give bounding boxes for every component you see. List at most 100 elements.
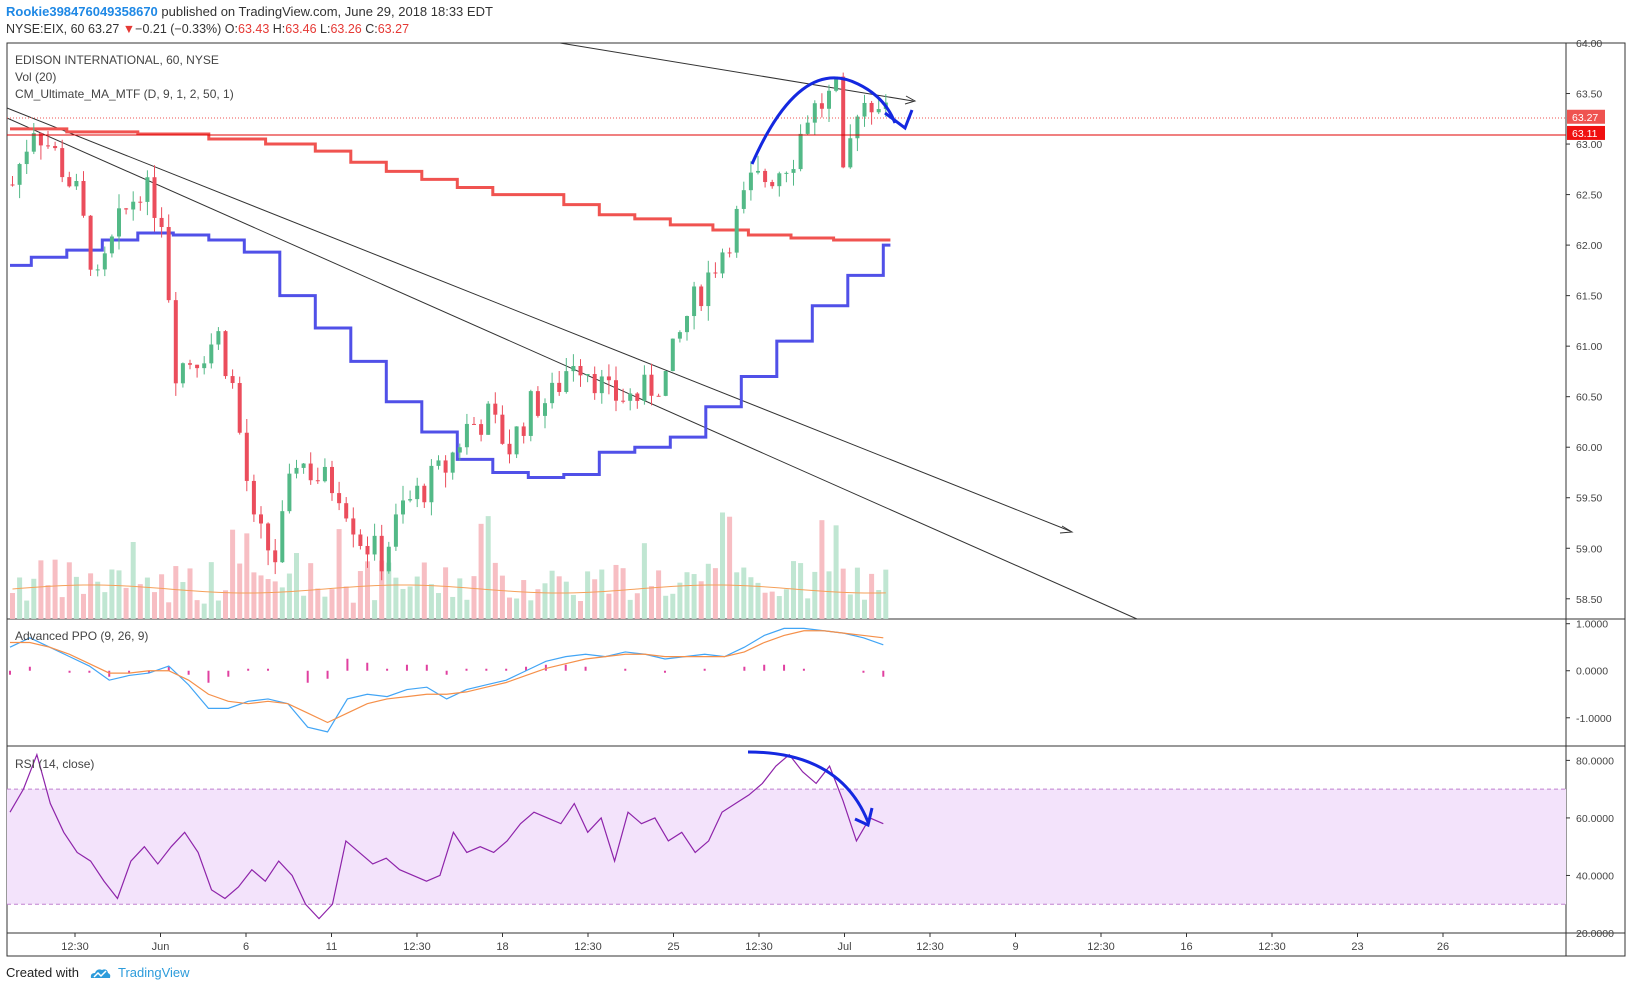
volume-bar (677, 582, 683, 619)
volume-bar (847, 594, 853, 619)
candle-body (102, 253, 107, 270)
time-tick-label: 25 (667, 941, 679, 953)
candle-body (322, 466, 327, 482)
ma-slow-line (10, 127, 891, 242)
candle-body (365, 545, 370, 555)
candle-body (88, 215, 93, 270)
down-arrow-icon: ▼ (122, 22, 136, 36)
candle-body (124, 208, 129, 210)
candle-body (479, 424, 484, 435)
candle-body (67, 177, 72, 187)
volume-bar (592, 579, 598, 619)
price-tick-label: 59.50 (1576, 493, 1602, 505)
candle-body (535, 391, 540, 416)
ppo-tick-label: 0.0000 (1576, 666, 1608, 678)
volume-bar (478, 523, 484, 619)
volume-bar (620, 568, 626, 619)
arc-annotation[interactable] (750, 76, 897, 165)
candle-body (81, 180, 86, 216)
rsi-tick-label: 40.0000 (1576, 870, 1614, 882)
volume-bar (507, 597, 512, 619)
ppo-signal-line (10, 630, 884, 724)
volume-bar (783, 589, 789, 619)
trendline-middle[interactable] (6, 107, 1071, 532)
candle-body (24, 151, 29, 165)
candle-body (756, 170, 760, 173)
volume-bar (24, 600, 30, 619)
author-link[interactable]: Rookie398476049358670 (6, 4, 158, 19)
volume-bar (542, 583, 548, 619)
price-tag-label: 63.11 (1572, 128, 1598, 140)
volume-bar (570, 594, 576, 619)
volume-bar (251, 572, 257, 619)
volume-bar (869, 573, 875, 619)
candle-body (188, 363, 192, 365)
volume-bar (471, 576, 477, 619)
volume-bar (578, 600, 583, 619)
price-axis[interactable]: 64.00 63.50 63.00 62.50 62.00 61.50 61.00 60.50… (1566, 38, 1605, 606)
symbol-info: NYSE:EIX, 60 63.27 ▼−0.21 (−0.33%) O:63.… (6, 22, 410, 36)
time-tick-label: Jul (837, 941, 851, 953)
candle-body (209, 344, 214, 364)
volume-bar (59, 597, 65, 619)
volume-bar (88, 573, 94, 619)
volume-bar (712, 568, 718, 619)
price-tick-label: 63.50 (1576, 89, 1602, 101)
candle-body (152, 177, 157, 218)
volume-bar (301, 595, 307, 619)
candle-body (869, 102, 874, 113)
candle-body (663, 371, 668, 396)
candle-body (180, 363, 185, 384)
volume-bar (499, 575, 505, 619)
candle-body (131, 201, 136, 210)
candle-body (763, 170, 768, 183)
volume-bar (144, 577, 150, 619)
volume-bar (691, 574, 697, 619)
volume-bar (31, 578, 37, 619)
candle-body (337, 493, 342, 504)
rsi-line (9, 752, 884, 920)
candle-body (415, 485, 420, 500)
rsi-arc-annotation[interactable] (747, 750, 870, 823)
trendline-arrowhead (1059, 525, 1074, 534)
volume-bar (343, 586, 349, 619)
candle-body (876, 109, 881, 113)
candle-body (294, 467, 299, 474)
volume-bar (812, 571, 818, 619)
volume-bar (656, 570, 662, 619)
candle-body (330, 466, 334, 494)
volume-bar (528, 600, 534, 619)
tradingview-link[interactable]: TradingView (118, 965, 190, 980)
chart-canvas[interactable]: 1.0000 0.0000 -1.0000 80.0000 60.0000 40.000… (0, 0, 1627, 960)
volume-bar (563, 581, 569, 619)
time-tick-label: Jun (152, 941, 170, 953)
candle-body (464, 423, 469, 448)
volume-bar (883, 569, 889, 619)
time-tick-label: 9 (1012, 941, 1018, 953)
candle-body (841, 76, 846, 168)
price-tick-label: 62.50 (1576, 190, 1602, 202)
candle-body (401, 500, 405, 515)
volume-bar (73, 576, 79, 619)
price-tick-label: 62.00 (1576, 240, 1602, 252)
volume-bar (606, 593, 612, 619)
rsi-arrowhead (854, 807, 874, 828)
volume-bar (443, 567, 449, 619)
candle-body (159, 217, 164, 228)
price-tick-label: 58.50 (1576, 594, 1602, 606)
volume-bar (414, 576, 420, 619)
ppo-tick-label: 1.0000 (1576, 619, 1608, 631)
trendline-upper[interactable] (559, 42, 914, 102)
volume-bar (258, 575, 264, 619)
annotations[interactable] (747, 76, 914, 828)
candle-body (315, 480, 320, 482)
price-tick-label: 60.00 (1576, 442, 1602, 454)
time-axis[interactable]: 12:30 Jun 6 11 12:30 18 12:30 25 12:30 Jul 12:30 9 1… (61, 933, 1449, 953)
volume-bar (336, 529, 342, 619)
volume-bar (223, 590, 228, 619)
volume-bar (862, 599, 867, 619)
volume-bar (45, 585, 51, 619)
volume-bar (436, 593, 441, 619)
ppo-line (9, 627, 884, 733)
volume-bar (350, 602, 356, 619)
